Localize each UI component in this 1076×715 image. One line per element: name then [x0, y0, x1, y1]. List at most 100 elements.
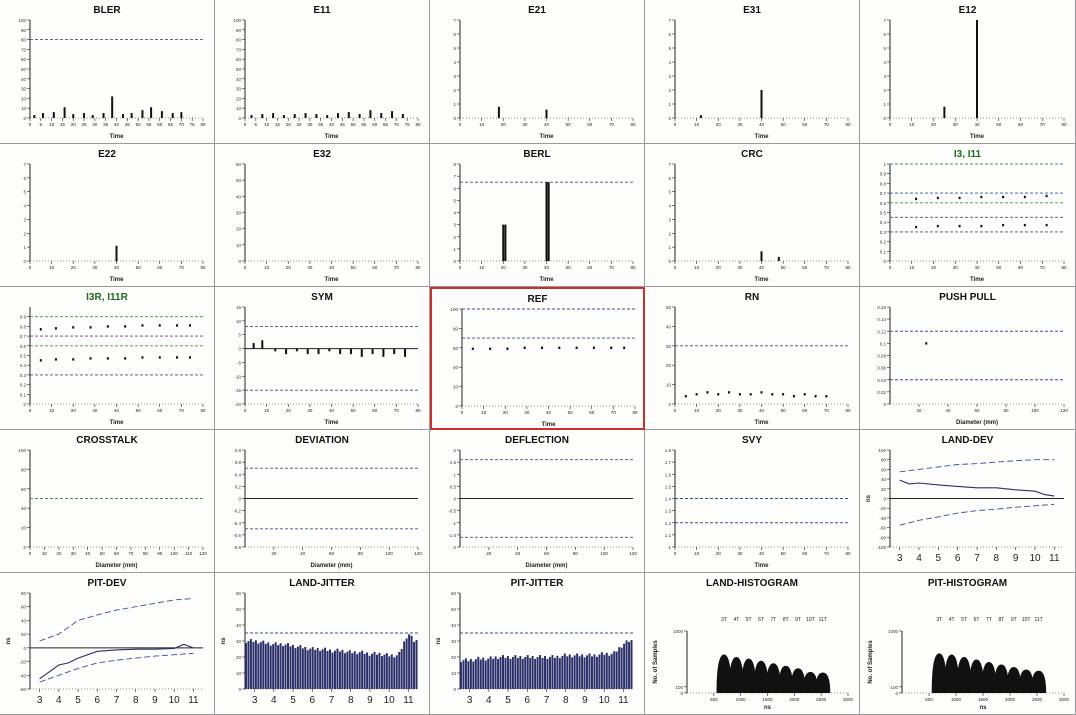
x-tick-label: 5 — [290, 695, 296, 706]
point — [980, 195, 983, 199]
y-tick-label: 70 — [236, 47, 242, 52]
y-tick-label: 0.02 — [877, 390, 886, 395]
x-tick-label: 80 — [1003, 408, 1009, 413]
panel-rn[interactable]: RN 0 10 20 30 40 50 0 10 20 30 40 50 60 70 80 Time — [645, 287, 860, 430]
bar — [295, 348, 298, 352]
bar — [395, 655, 398, 689]
x-tick-label: 40 — [114, 122, 120, 127]
x-tick-label: 40 — [300, 551, 306, 556]
bar — [274, 348, 277, 352]
x-tick-label: 30 — [737, 551, 743, 556]
y-axis-label: ns — [866, 494, 872, 502]
panel-push-pull[interactable]: PUSH PULL 0 0.02 0.04 0.06 0.08 0.1 0.12 0.14 0.1… — [860, 287, 1076, 430]
y-tick-label: 80 — [21, 467, 27, 472]
panel-pit-histogram[interactable]: PIT-HISTOGRAM 0 100 1000 500 1000 1500 2000 2500… — [860, 573, 1076, 715]
panel-sym[interactable]: SYM -20 -15 -10 -5 0 5 10 15 0 10 20 30 40 50 60 70 80 Tim… — [215, 287, 430, 430]
series-line — [39, 643, 194, 680]
bar — [760, 251, 763, 261]
x-tick-label: 11 — [403, 695, 414, 706]
y-tick-label: 50 — [236, 607, 242, 612]
x-tick-label: 55 — [361, 122, 367, 127]
x-tick-label: 70 — [394, 408, 400, 413]
y-tick-label: 0.6 — [235, 460, 242, 465]
x-tick-label: 40 — [544, 122, 550, 127]
y-tick-label: -0.8 — [233, 545, 241, 550]
x-tick-label: 50 — [996, 265, 1002, 270]
bar — [545, 182, 548, 261]
panel-deviation[interactable]: DEVIATION -0.8 -0.6 -0.4 -0.2 0 0.2 0.4 0.6 0.8 20… — [215, 430, 430, 573]
x-tick-label: 80 — [143, 551, 149, 556]
panel-i3-i11[interactable]: I3, I11 0 0.1 0.2 0.3 0.4 0.5 0.6 0.7 0.8 0.9 1 0 10 2… — [860, 144, 1076, 287]
y-tick-label: 30 — [236, 87, 242, 92]
bar — [544, 656, 547, 689]
point — [523, 346, 526, 349]
y-tick-label: 10 — [236, 243, 242, 248]
panel-ref[interactable]: REF 0 20 40 60 80 100 0 10 20 30 40 50 60 70 80 Time — [430, 287, 645, 430]
bar — [531, 656, 534, 689]
y-tick-label: 40 — [236, 194, 242, 199]
panel-i3r-i11r[interactable]: I3R, I11R 0 0.1 0.2 0.3 0.4 0.5 0.6 0.7 0.8 0.9 0 10… — [0, 287, 215, 430]
x-tick-label: 40 — [544, 265, 550, 270]
bar — [400, 649, 403, 689]
x-tick-label: 80 — [415, 408, 421, 413]
panel-bler[interactable]: BLER 0 10 20 30 40 50 60 70 80 90 100 0 5 10 15 20 25 30 35… — [0, 0, 215, 144]
bar — [349, 348, 352, 355]
bar — [306, 348, 309, 355]
x-tick-label: 40 — [759, 122, 765, 127]
x-tick-label: 80 — [415, 122, 421, 127]
y-tick-label: 1 — [23, 245, 26, 250]
series-line — [39, 598, 194, 642]
x-tick-label: 9 — [367, 695, 373, 706]
panel-e11[interactable]: E11 0 10 20 30 40 50 60 70 80 90 100 0 5 10 15 20 25 30 35 4… — [215, 0, 430, 144]
panel-title: E11 — [313, 5, 331, 16]
bar — [341, 649, 344, 689]
bar — [514, 655, 517, 689]
y-tick-label: 2 — [453, 235, 456, 240]
x-tick-label: 60 — [372, 122, 378, 127]
x-tick-label: 80 — [200, 265, 206, 270]
panel-berl[interactable]: BERL 0 1 2 3 4 5 6 7 8 0 10 20 30 40 50 60 70 80 Time — [430, 144, 645, 287]
x-tick-label: 80 — [1061, 265, 1067, 270]
bar — [504, 657, 507, 689]
panel-pit-dev[interactable]: PIT-DEV -60 -40 -20 0 20 40 60 80 3 4 5 6 7 8 9 10 11 ns — [0, 573, 215, 715]
x-tick-label: 10 — [909, 265, 915, 270]
x-axis-label: Time — [755, 420, 770, 426]
panel-e22[interactable]: E22 0 1 2 3 4 5 6 7 0 10 20 30 40 50 60 70 80 Time — [0, 144, 215, 287]
bar — [52, 112, 55, 118]
panel-pit-jitter[interactable]: PIT-JITTER 0 10 20 30 40 50 60 3 4 5 6 7 8 9 10 11 ns — [430, 573, 645, 715]
point — [1002, 223, 1005, 227]
panel-land-jitter[interactable]: LAND-JITTER 0 10 20 30 40 50 60 3 4 5 6 7 8 9 10 11 ns — [215, 573, 430, 715]
x-tick-label: 30 — [522, 122, 528, 127]
histogram-peak — [728, 657, 744, 693]
panel-crosstalk[interactable]: CROSSTALK 0 20 40 60 80 100 0 10 20 30 40 50 60 70 80 90… — [0, 430, 215, 573]
chart-svg: 0 0.1 0.2 0.3 0.4 0.5 0.6 0.7 0.8 0.9 0 10 20 30 40 50 6… — [20, 307, 206, 426]
x-tick-label: 70 — [179, 265, 185, 270]
y-tick-label: 1.5 — [665, 484, 672, 489]
x-axis-label: Diameter (mm) — [525, 563, 567, 569]
panel-land-histogram[interactable]: LAND-HISTOGRAM 0 100 1000 500 1000 1500 2000 250… — [645, 573, 860, 715]
bar — [338, 651, 341, 689]
bar — [317, 348, 320, 355]
bar — [121, 114, 124, 118]
panel-e12[interactable]: E12 0 1 2 3 4 5 6 7 0 10 20 30 40 50 60 70 80 Time — [860, 0, 1076, 144]
y-tick-label: -80 — [879, 535, 886, 540]
peak-label: 4T — [949, 617, 955, 623]
y-tick-label: 0.8 — [880, 181, 887, 186]
panel-svy[interactable]: SVY 1 1.1 1.2 1.3 1.4 1.5 1.6 1.7 1.8 0 10 20 30 40 50 6… — [645, 430, 860, 573]
panel-land-dev[interactable]: LAND-DEV -100 -80 -60 -40 -20 0 20 40 60 80 100 3 4 5 6… — [860, 430, 1076, 573]
bar — [321, 649, 324, 689]
panel-e21[interactable]: E21 0 1 2 3 4 5 6 7 0 10 20 30 40 50 60 70 80 Time — [430, 0, 645, 144]
y-tick-label: 10 — [236, 319, 242, 324]
x-tick-label: 70 — [824, 122, 830, 127]
panel-crc[interactable]: CRC 0 1 2 3 4 5 6 7 0 10 20 30 40 50 60 70 80 Time — [645, 144, 860, 287]
panel-deflection[interactable]: DEFLECTION -2 -1.5 -1 -0.5 0 0.5 1 1.5 2 20 40 60 80 1… — [430, 430, 645, 573]
y-tick-label: 100 — [878, 448, 886, 453]
y-tick-label: 5 — [668, 190, 671, 195]
panel-title: PIT-DEV — [87, 578, 127, 589]
bar — [586, 655, 589, 689]
panel-e32[interactable]: E32 0 10 20 30 40 50 60 0 10 20 30 40 50 60 70 80 Time — [215, 144, 430, 287]
y-tick-label: -2 — [452, 545, 456, 550]
y-tick-label: 6 — [668, 32, 671, 37]
panel-e31[interactable]: E31 0 1 2 3 4 5 6 7 0 10 20 30 40 50 60 70 80 Time — [645, 0, 860, 144]
